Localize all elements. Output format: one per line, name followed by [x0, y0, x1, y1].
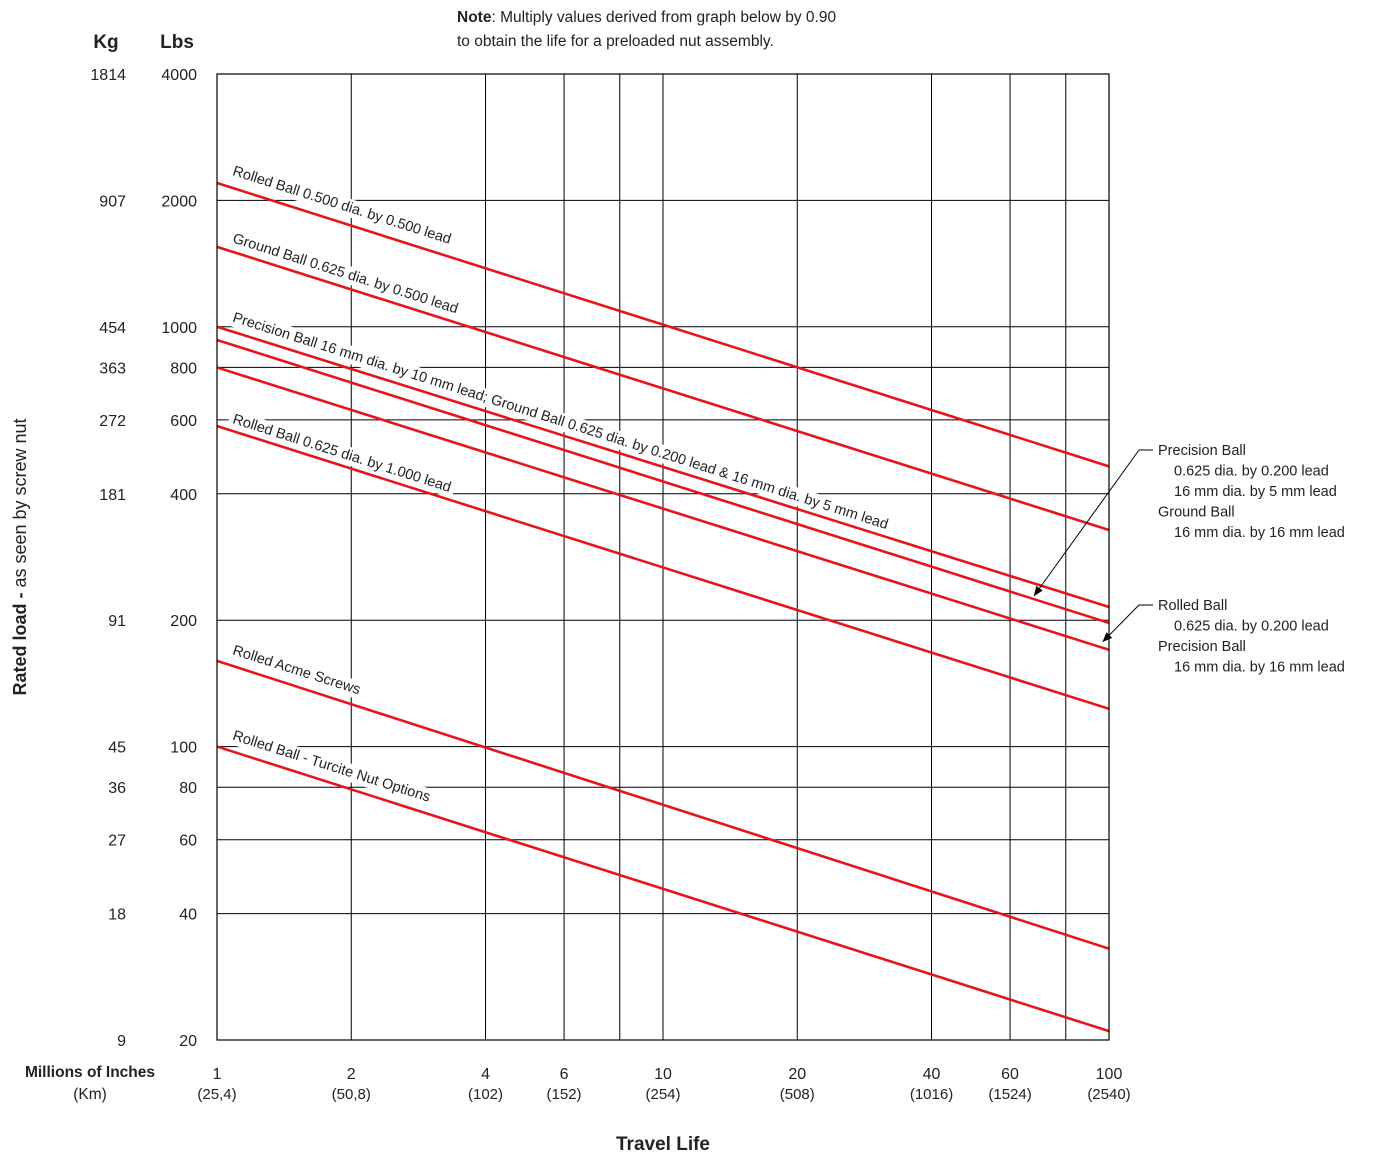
series-label-group: Rolled Ball - Turcite Nut Options [226, 725, 437, 808]
x-tick-sublabel: (1524) [988, 1086, 1031, 1103]
y-tick-label-kg: 27 [108, 833, 126, 850]
y-tick-label-lbs: 200 [170, 613, 197, 630]
x-tick-labels: 1 (25,4) 2 (50,8) 4 (102) 6 (152) 10 (254) 20 (508)… [197, 1066, 1130, 1103]
series-label: Rolled Ball - Turcite Nut Options [231, 728, 432, 806]
series-line [216, 366, 1110, 652]
y-tick-label-lbs: 40 [179, 907, 197, 924]
x-axis-caption: Millions of Inches [25, 1064, 155, 1081]
series-line [216, 338, 1110, 625]
series-label: Rolled Ball 0.500 dia. by 0.500 lead [231, 163, 453, 247]
series-labels: Rolled Ball 0.500 dia. by 0.500 leadGrou… [226, 161, 895, 808]
x-tick-sublabel: (152) [547, 1086, 582, 1103]
x-tick-label: 60 [1001, 1066, 1019, 1083]
x-tick-label: 1 [213, 1066, 222, 1083]
y-tick-label-kg: 36 [108, 780, 126, 797]
y-tick-label-lbs: 80 [179, 780, 197, 797]
x-axis-caption-unit: (Km) [73, 1086, 107, 1103]
y-tick-label-lbs: 4000 [161, 67, 197, 84]
y-tick-label-lbs: 20 [179, 1033, 197, 1050]
grid-lines [216, 73, 1110, 1041]
kg-axis-header: Kg [93, 32, 118, 53]
callout-line: 0.625 dia. by 0.200 lead [1174, 464, 1329, 480]
x-tick-label: 20 [788, 1066, 806, 1083]
y-tick-label-lbs: 1000 [161, 320, 197, 337]
note-text-line-2: to obtain the life for a preloaded nut a… [457, 33, 774, 50]
y-tick-label-lbs: 800 [170, 360, 197, 377]
callout-line: Rolled Ball [1158, 598, 1227, 614]
callout-arrow [1102, 604, 1140, 643]
plot-frame [216, 73, 1110, 1041]
callout-line: 16 mm dia. by 16 mm lead [1174, 660, 1345, 676]
callout-line: 16 mm dia. by 5 mm lead [1174, 484, 1337, 500]
callouts: Precision Ball 0.625 dia. by 0.200 lead 16… [1033, 443, 1345, 676]
y-tick-label-kg: 9 [117, 1033, 126, 1050]
series-label: Ground Ball 0.625 dia. by 0.500 lead [231, 231, 460, 318]
x-tick-label: 100 [1096, 1066, 1123, 1083]
y-tick-label-kg: 91 [108, 613, 126, 630]
x-tick-label: 6 [560, 1066, 569, 1083]
series-label-group: Rolled Ball 0.625 dia. by 1.000 lead [226, 409, 458, 498]
series-label-group: Precision Ball 16 mm dia. by 10 mm lead;… [226, 307, 895, 536]
series-label: Rolled Ball 0.625 dia. by 1.000 lead [231, 412, 453, 496]
series-label-background [226, 161, 458, 250]
series-line [216, 325, 1110, 609]
note-rest: : Multiply values derived from graph bel… [491, 9, 836, 26]
y-axis-title-rest: as seen by screw nut [10, 418, 30, 587]
series-label-background [226, 640, 367, 701]
callout-line: Ground Ball [1158, 505, 1235, 521]
y-tick-label-kg: 18 [108, 907, 126, 924]
series-line [216, 659, 1110, 950]
y-axis-title-bold: Rated load - [10, 588, 30, 696]
x-tick-sublabel: (50,8) [332, 1086, 371, 1103]
series-line [216, 245, 1110, 532]
y-tick-label-lbs: 100 [170, 740, 197, 757]
series-line [216, 424, 1110, 711]
y-tick-label-kg: 454 [99, 320, 126, 337]
series-label: Precision Ball 16 mm dia. by 10 mm lead;… [231, 310, 890, 533]
x-tick-sublabel: (1016) [910, 1086, 953, 1103]
note-bold: Note [457, 9, 492, 26]
series-label-background [226, 409, 458, 498]
y-tick-label-kg: 363 [99, 360, 126, 377]
series-label-background [226, 228, 465, 320]
x-tick-sublabel: (2540) [1087, 1086, 1130, 1103]
y-tick-label-lbs: 600 [170, 413, 197, 430]
x-tick-label: 40 [923, 1066, 941, 1083]
series-line [216, 181, 1110, 468]
series-line [216, 745, 1110, 1033]
y-tick-label-lbs: 60 [179, 833, 197, 850]
y-tick-label-kg: 1814 [90, 67, 126, 84]
y-tick-label-kg: 181 [99, 487, 126, 504]
callout-line: 0.625 dia. by 0.200 lead [1174, 619, 1329, 635]
y-tick-label-kg: 272 [99, 413, 126, 430]
callout-line: Precision Ball [1158, 639, 1246, 655]
x-tick-sublabel: (254) [645, 1086, 680, 1103]
y-axis-title: Rated load - as seen by screw nut [10, 418, 30, 695]
x-tick-label: 4 [481, 1066, 490, 1083]
lbs-axis-header: Lbs [160, 32, 194, 53]
series-label-background [226, 725, 437, 808]
x-tick-sublabel: (508) [780, 1086, 815, 1103]
x-axis-title: Travel Life [616, 1134, 710, 1153]
y-tick-label-kg: 907 [99, 193, 126, 210]
callout-line: 16 mm dia. by 16 mm lead [1174, 525, 1345, 541]
x-tick-sublabel: (25,4) [197, 1086, 236, 1103]
x-tick-label: 2 [347, 1066, 356, 1083]
y-tick-labels: 4000181420009071000454800363600272400181… [90, 67, 197, 1050]
callout-arrow [1033, 449, 1140, 597]
callout-line: Precision Ball [1158, 443, 1246, 459]
series-lines [216, 181, 1110, 1033]
y-tick-label-kg: 45 [108, 740, 126, 757]
x-tick-label: 10 [654, 1066, 672, 1083]
x-tick-sublabel: (102) [468, 1086, 503, 1103]
y-tick-label-lbs: 2000 [161, 193, 197, 210]
series-label-group: Rolled Ball 0.500 dia. by 0.500 lead [226, 161, 458, 250]
y-tick-label-lbs: 400 [170, 487, 197, 504]
note-text-line-1: Note: Multiply values derived from graph… [457, 9, 836, 26]
series-label-background [226, 307, 895, 536]
